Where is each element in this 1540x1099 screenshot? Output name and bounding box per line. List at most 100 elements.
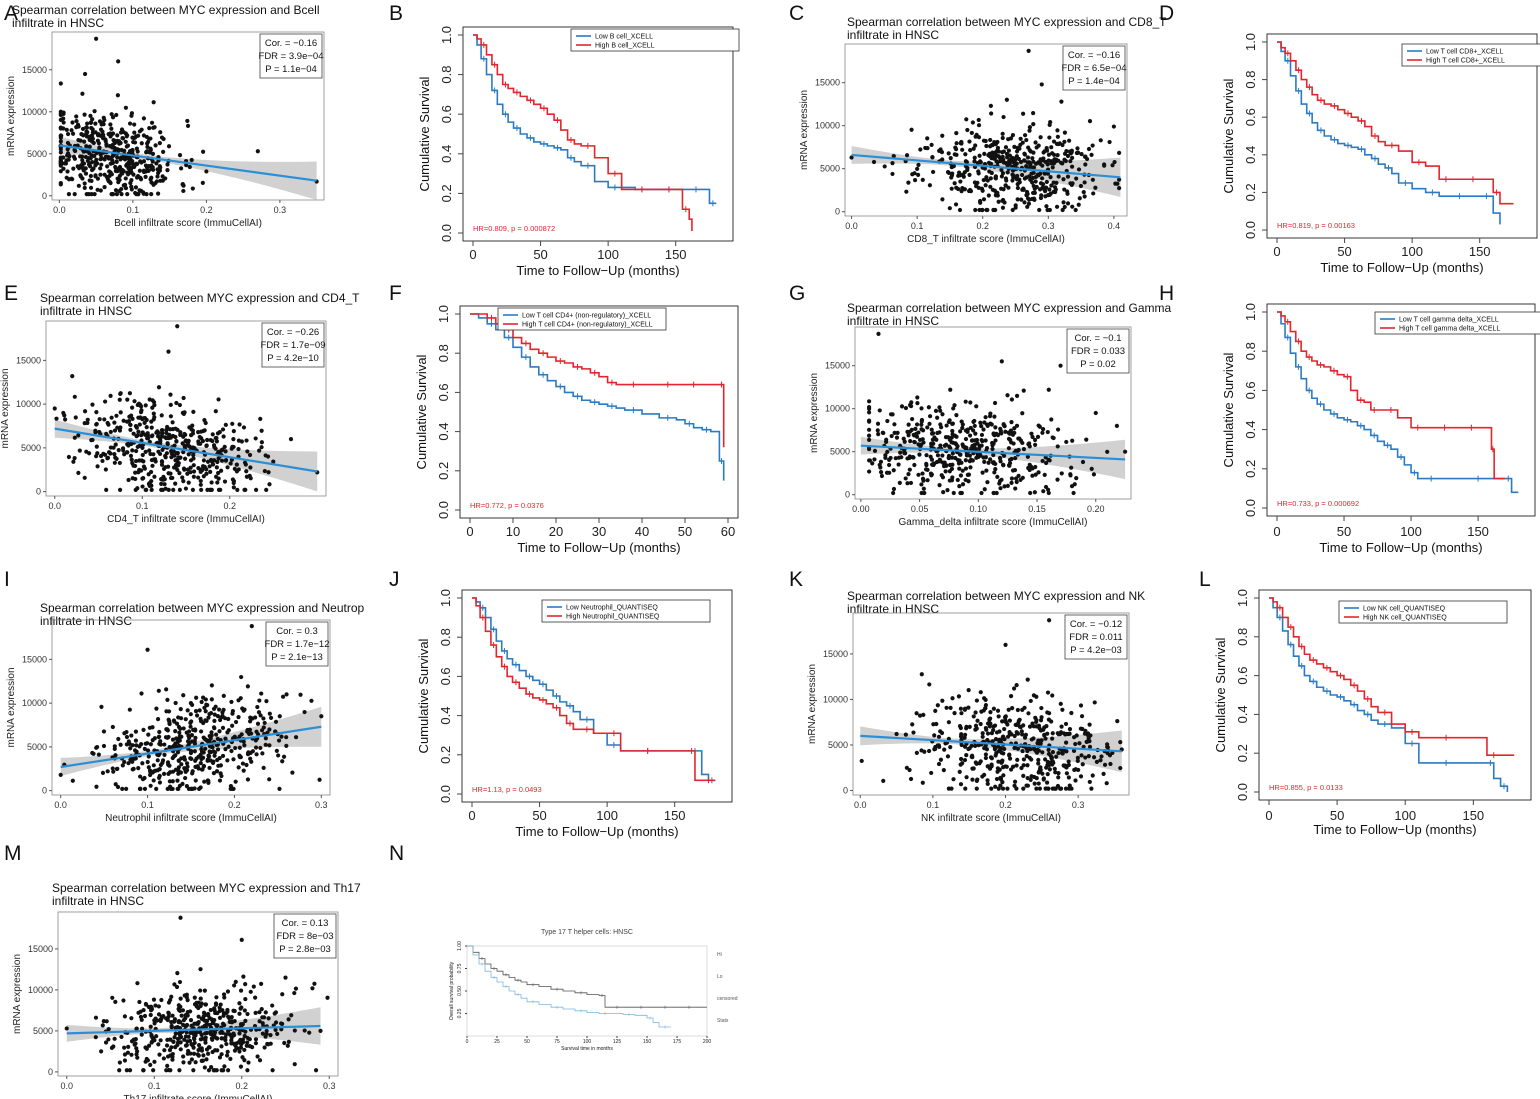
data-point: [211, 706, 217, 712]
data-point: [116, 180, 121, 185]
data-point: [1065, 201, 1071, 206]
data-point: [912, 177, 918, 183]
panel-G: G Spearman correlation between MYC expre…: [785, 282, 1171, 562]
data-point: [866, 404, 872, 410]
y-tick-label: 0.4: [439, 145, 454, 163]
data-point: [1012, 779, 1018, 784]
data-point: [130, 416, 135, 421]
data-point: [149, 163, 154, 168]
data-point: [94, 422, 99, 427]
y-axis-label: mRNA expression: [799, 90, 810, 170]
data-point: [1020, 140, 1025, 145]
survival-curve: [1269, 597, 1515, 756]
data-point: [167, 718, 172, 724]
x-axis-label: Gamma_delta infiltrate score (ImmuCellAI…: [899, 517, 1088, 528]
data-point: [1110, 163, 1115, 168]
data-point: [947, 444, 952, 449]
data-point: [237, 422, 242, 427]
data-point: [976, 117, 981, 123]
stats-box: [273, 913, 337, 959]
data-point: [319, 714, 324, 719]
data-point: [244, 469, 249, 474]
data-point: [133, 756, 138, 761]
data-point: [140, 417, 145, 422]
data-point: [248, 756, 253, 761]
data-point: [1049, 755, 1054, 760]
data-point: [946, 419, 952, 425]
panel-N: N Type 17 T helper cells: HNSC 0 25 50 75 100…: [385, 842, 785, 1099]
data-point: [1041, 777, 1046, 782]
data-point: [1071, 748, 1077, 753]
data-point: [951, 777, 956, 782]
data-point: [174, 721, 180, 726]
data-point: [876, 331, 881, 336]
data-point: [178, 770, 184, 775]
data-point: [58, 772, 63, 777]
data-point: [981, 138, 987, 143]
data-point: [159, 462, 165, 467]
x-axis-label: CD4_T infiltrate score (ImmuCellAI): [107, 514, 265, 525]
data-point: [1014, 175, 1019, 180]
data-point: [972, 423, 977, 429]
data-point: [927, 421, 932, 426]
data-point: [139, 468, 144, 473]
data-point: [993, 150, 998, 155]
data-point: [1038, 161, 1043, 166]
data-point: [188, 470, 193, 475]
data-point: [1003, 183, 1008, 188]
data-point: [135, 981, 140, 986]
stats-text: Cor. = −0.16: [265, 38, 317, 49]
data-point: [991, 431, 996, 436]
data-point: [960, 185, 965, 191]
data-point: [173, 481, 178, 486]
data-point: [212, 712, 217, 717]
x-axis-label: CD8_T infiltrate score (ImmuCellAI): [907, 234, 1065, 245]
data-point: [123, 186, 129, 191]
data-point: [887, 462, 892, 468]
data-point: [170, 475, 175, 481]
data-point: [253, 436, 258, 441]
data-point: [1019, 197, 1024, 202]
data-point: [1061, 200, 1066, 205]
data-point: [144, 487, 149, 492]
data-point: [1085, 733, 1091, 738]
data-point: [1087, 119, 1093, 124]
data-point: [1045, 772, 1050, 777]
data-point: [185, 708, 190, 713]
stats-text: FDR = 1.7e−09: [261, 340, 326, 351]
data-point: [1052, 786, 1058, 791]
y-tick-label: 0.6: [439, 105, 454, 123]
hazard-ratio-text: HR=0.809, p = 0.000872: [473, 224, 555, 233]
data-point: [1036, 761, 1041, 766]
data-point: [159, 413, 164, 418]
data-point: [1070, 181, 1075, 186]
data-point: [66, 192, 72, 197]
data-point: [170, 779, 175, 784]
data-point: [230, 723, 235, 728]
data-point: [128, 746, 133, 751]
data-point: [223, 1035, 228, 1040]
x-tick-label: 0.4: [1108, 221, 1121, 231]
data-point: [165, 1063, 170, 1068]
data-point: [131, 139, 136, 145]
data-point: [94, 745, 99, 750]
data-point: [1036, 781, 1041, 786]
data-point: [188, 712, 193, 717]
data-point: [147, 481, 152, 486]
data-point: [1047, 711, 1052, 716]
data-point: [69, 176, 74, 181]
data-point: [175, 324, 180, 329]
data-point: [1090, 177, 1095, 182]
data-point: [255, 1054, 260, 1059]
data-point: [933, 408, 939, 413]
data-point: [109, 132, 114, 137]
data-point: [90, 117, 95, 122]
data-point: [988, 176, 993, 181]
data-point: [1037, 207, 1042, 213]
data-point: [204, 467, 209, 472]
data-point: [126, 761, 131, 766]
data-point: [1046, 457, 1051, 462]
data-point: [125, 397, 130, 402]
data-point: [126, 160, 131, 165]
